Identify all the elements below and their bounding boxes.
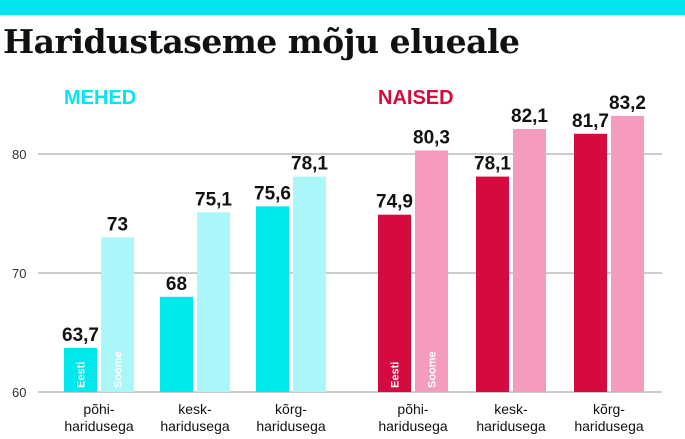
value-label-naised-eesti-0: 74,9 <box>376 192 413 213</box>
category-label-line: kesk- <box>494 401 528 417</box>
category-label-line: kõrg- <box>275 401 307 417</box>
category-label-line: haridusega <box>574 418 643 434</box>
value-label-naised-eesti-1: 78,1 <box>474 154 511 175</box>
value-label-mehed-eesti-0: 63,7 <box>62 325 99 346</box>
y-tick-label-70: 70 <box>12 266 26 281</box>
bar-mehed-eesti-1 <box>160 296 193 392</box>
category-label-naised-1: kesk-haridusega <box>476 401 545 434</box>
category-label-mehed-1: kesk-haridusega <box>160 401 229 434</box>
value-label-mehed-soome-0: 73 <box>107 214 128 235</box>
bar-naised-soome-2 <box>611 115 644 393</box>
group-label-naised: NAISED <box>378 87 454 109</box>
value-label-mehed-eesti-1: 68 <box>166 274 187 295</box>
value-label-mehed-eesti-2: 75,6 <box>254 183 291 204</box>
bar-series-label-naised-soome: Soome <box>427 351 439 388</box>
category-label-line: põhi- <box>83 401 114 417</box>
bar-naised-soome-1 <box>513 129 546 392</box>
value-label-naised-eesti-2: 81,7 <box>572 111 609 132</box>
bar-series-label-mehed-eesti: Eesti <box>76 362 88 388</box>
bar-naised-soome-0 <box>415 150 448 392</box>
category-label-line: haridusega <box>476 418 545 434</box>
value-label-naised-soome-2: 83,2 <box>609 93 646 114</box>
category-label-naised-0: põhi-haridusega <box>378 401 447 434</box>
bar-naised-eesti-0 <box>378 214 411 392</box>
y-tick-label-80: 80 <box>12 147 26 162</box>
bar-mehed-soome-1 <box>197 212 230 392</box>
chart-title: Haridustaseme mõju elueale <box>3 22 520 61</box>
category-label-line: põhi- <box>397 401 428 417</box>
bar-naised-eesti-1 <box>476 176 509 392</box>
bar-naised-eesti-2 <box>574 133 607 392</box>
y-tick-label-60: 60 <box>12 385 26 400</box>
category-label-mehed-0: põhi-haridusega <box>64 401 133 434</box>
bar-mehed-eesti-2 <box>256 206 289 392</box>
category-label-naised-2: kõrg-haridusega <box>574 401 643 434</box>
category-label-line: kesk- <box>178 401 212 417</box>
category-label-line: haridusega <box>378 418 447 434</box>
category-label-line: haridusega <box>64 418 133 434</box>
group-label-mehed: MEHED <box>64 87 136 109</box>
value-label-mehed-soome-1: 75,1 <box>195 189 232 210</box>
category-label-line: kõrg- <box>593 401 625 417</box>
value-label-naised-soome-1: 82,1 <box>511 106 548 127</box>
category-label-mehed-2: kõrg-haridusega <box>256 401 325 434</box>
category-label-line: haridusega <box>160 418 229 434</box>
bar-mehed-eesti-0 <box>64 347 97 392</box>
bar-series-label-mehed-soome: Soome <box>113 351 125 388</box>
value-label-naised-soome-0: 80,3 <box>413 127 450 148</box>
bar-mehed-soome-2 <box>293 176 326 392</box>
bar-series-label-naised-eesti: Eesti <box>390 362 402 388</box>
bar-mehed-soome-0 <box>101 237 134 392</box>
top-accent-bar <box>0 0 685 15</box>
category-label-line: haridusega <box>256 418 325 434</box>
value-label-mehed-soome-2: 78,1 <box>291 154 328 175</box>
